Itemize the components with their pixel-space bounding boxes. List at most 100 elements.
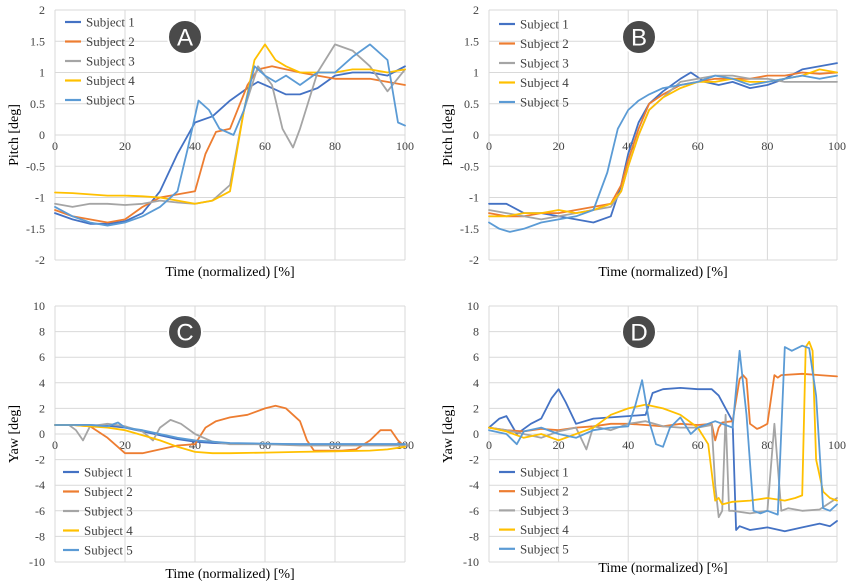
y-axis-title: Pitch [deg] [441, 104, 456, 166]
legend-label: Subject 2 [86, 34, 135, 49]
x-tick-label: 80 [761, 438, 773, 452]
y-tick-label: 2 [473, 3, 479, 17]
y-tick-label: 0 [39, 128, 45, 142]
legend-label: Subject 5 [84, 543, 133, 558]
y-axis-title: Pitch [deg] [7, 104, 22, 166]
x-tick-label: 0 [486, 438, 492, 452]
legend-label: Subject 1 [520, 465, 569, 480]
legend-label: Subject 5 [86, 93, 135, 108]
panel-badge [621, 314, 657, 350]
series-line-subject-5 [488, 344, 838, 516]
x-tick-label: 100 [828, 438, 846, 452]
series-line-subject-3 [488, 413, 838, 519]
y-axis-title: Yaw [deg] [441, 405, 456, 463]
y-tick-label: 1.5 [464, 34, 479, 48]
x-tick-label: 0 [486, 139, 492, 153]
x-tick-label: 80 [329, 139, 341, 153]
series-line-subject-3 [54, 419, 406, 447]
y-tick-label: 0.5 [30, 97, 45, 111]
legend-label: Subject 4 [520, 75, 569, 90]
legend-label: Subject 1 [520, 17, 569, 32]
y-tick-label: -1.5 [26, 222, 45, 236]
x-tick-label: 100 [396, 139, 414, 153]
panel-badge-label: C [176, 320, 193, 347]
x-tick-label: 20 [553, 139, 565, 153]
y-tick-label: 1 [39, 66, 45, 80]
y-tick-label: -8 [35, 529, 45, 543]
y-tick-label: -6 [469, 504, 479, 518]
y-tick-label: -1 [35, 191, 45, 205]
series-line-subject-4 [488, 340, 838, 506]
x-axis-title: Time (normalized) [%] [165, 265, 294, 280]
y-tick-label: -2 [469, 453, 479, 467]
panel-badge-label: D [630, 320, 647, 347]
legend-label: Subject 1 [86, 15, 135, 30]
panel-badge-label: A [177, 25, 193, 52]
y-tick-label: 0.5 [464, 97, 479, 111]
legend-label: Subject 2 [84, 484, 133, 499]
y-tick-label: -6 [35, 504, 45, 518]
y-tick-label: -8 [469, 529, 479, 543]
x-tick-label: 40 [189, 139, 201, 153]
x-tick-label: 40 [622, 438, 634, 452]
x-tick-label: 60 [692, 139, 704, 153]
y-tick-label: 6 [39, 350, 45, 364]
y-tick-label: 4 [39, 376, 45, 390]
legend-label: Subject 3 [520, 56, 569, 71]
y-tick-label: -10 [29, 555, 45, 569]
legend-label: Subject 2 [520, 36, 569, 51]
x-axis-title: Time (normalized) [%] [165, 567, 294, 582]
x-tick-label: 0 [52, 438, 58, 452]
y-tick-label: -0.5 [26, 159, 45, 173]
series-line-subject-2 [488, 372, 838, 442]
y-tick-label: 0 [473, 427, 479, 441]
panel-badge [621, 19, 657, 55]
y-axis-title: Yaw [deg] [7, 405, 22, 463]
y-tick-label: -1.5 [460, 222, 479, 236]
x-tick-label: 20 [119, 438, 131, 452]
legend-label: Subject 3 [86, 54, 135, 69]
y-tick-label: 0 [39, 427, 45, 441]
y-tick-label: -1 [469, 191, 479, 205]
y-tick-label: 10 [467, 299, 479, 313]
y-tick-label: 2 [473, 401, 479, 415]
y-tick-label: 0 [473, 128, 479, 142]
y-tick-label: -2 [35, 253, 45, 267]
legend-label: Subject 4 [520, 522, 569, 537]
series-line-subject-5 [54, 43, 406, 227]
x-tick-label: 60 [259, 139, 271, 153]
x-tick-label: 80 [761, 139, 773, 153]
x-tick-label: 100 [828, 139, 846, 153]
series-line-subject-1 [54, 65, 406, 225]
panel-badge-label: B [631, 25, 647, 52]
panel-badge [167, 314, 203, 350]
x-axis-title: Time (normalized) [%] [598, 265, 727, 280]
series-line-subject-2 [54, 65, 406, 224]
legend-label: Subject 2 [520, 484, 569, 499]
y-tick-label: 10 [33, 299, 45, 313]
y-tick-label: 1 [473, 66, 479, 80]
x-tick-label: 20 [119, 139, 131, 153]
x-tick-label: 0 [52, 139, 58, 153]
x-tick-label: 20 [553, 438, 565, 452]
legend-label: Subject 3 [84, 504, 133, 519]
y-tick-label: -4 [35, 478, 45, 492]
series-line-subject-5 [488, 74, 838, 233]
y-tick-label: -0.5 [460, 159, 479, 173]
series-line-subject-5 [54, 421, 406, 446]
legend-label: Subject 3 [520, 503, 569, 518]
y-tick-label: -2 [35, 453, 45, 467]
y-tick-label: 8 [39, 325, 45, 339]
y-tick-label: 6 [473, 350, 479, 364]
x-tick-label: 60 [692, 438, 704, 452]
series-line-subject-2 [488, 71, 838, 218]
y-tick-label: 2 [39, 3, 45, 17]
panel-badge [167, 19, 203, 55]
x-axis-title: Time (normalized) [%] [598, 561, 727, 576]
y-tick-label: 8 [473, 325, 479, 339]
